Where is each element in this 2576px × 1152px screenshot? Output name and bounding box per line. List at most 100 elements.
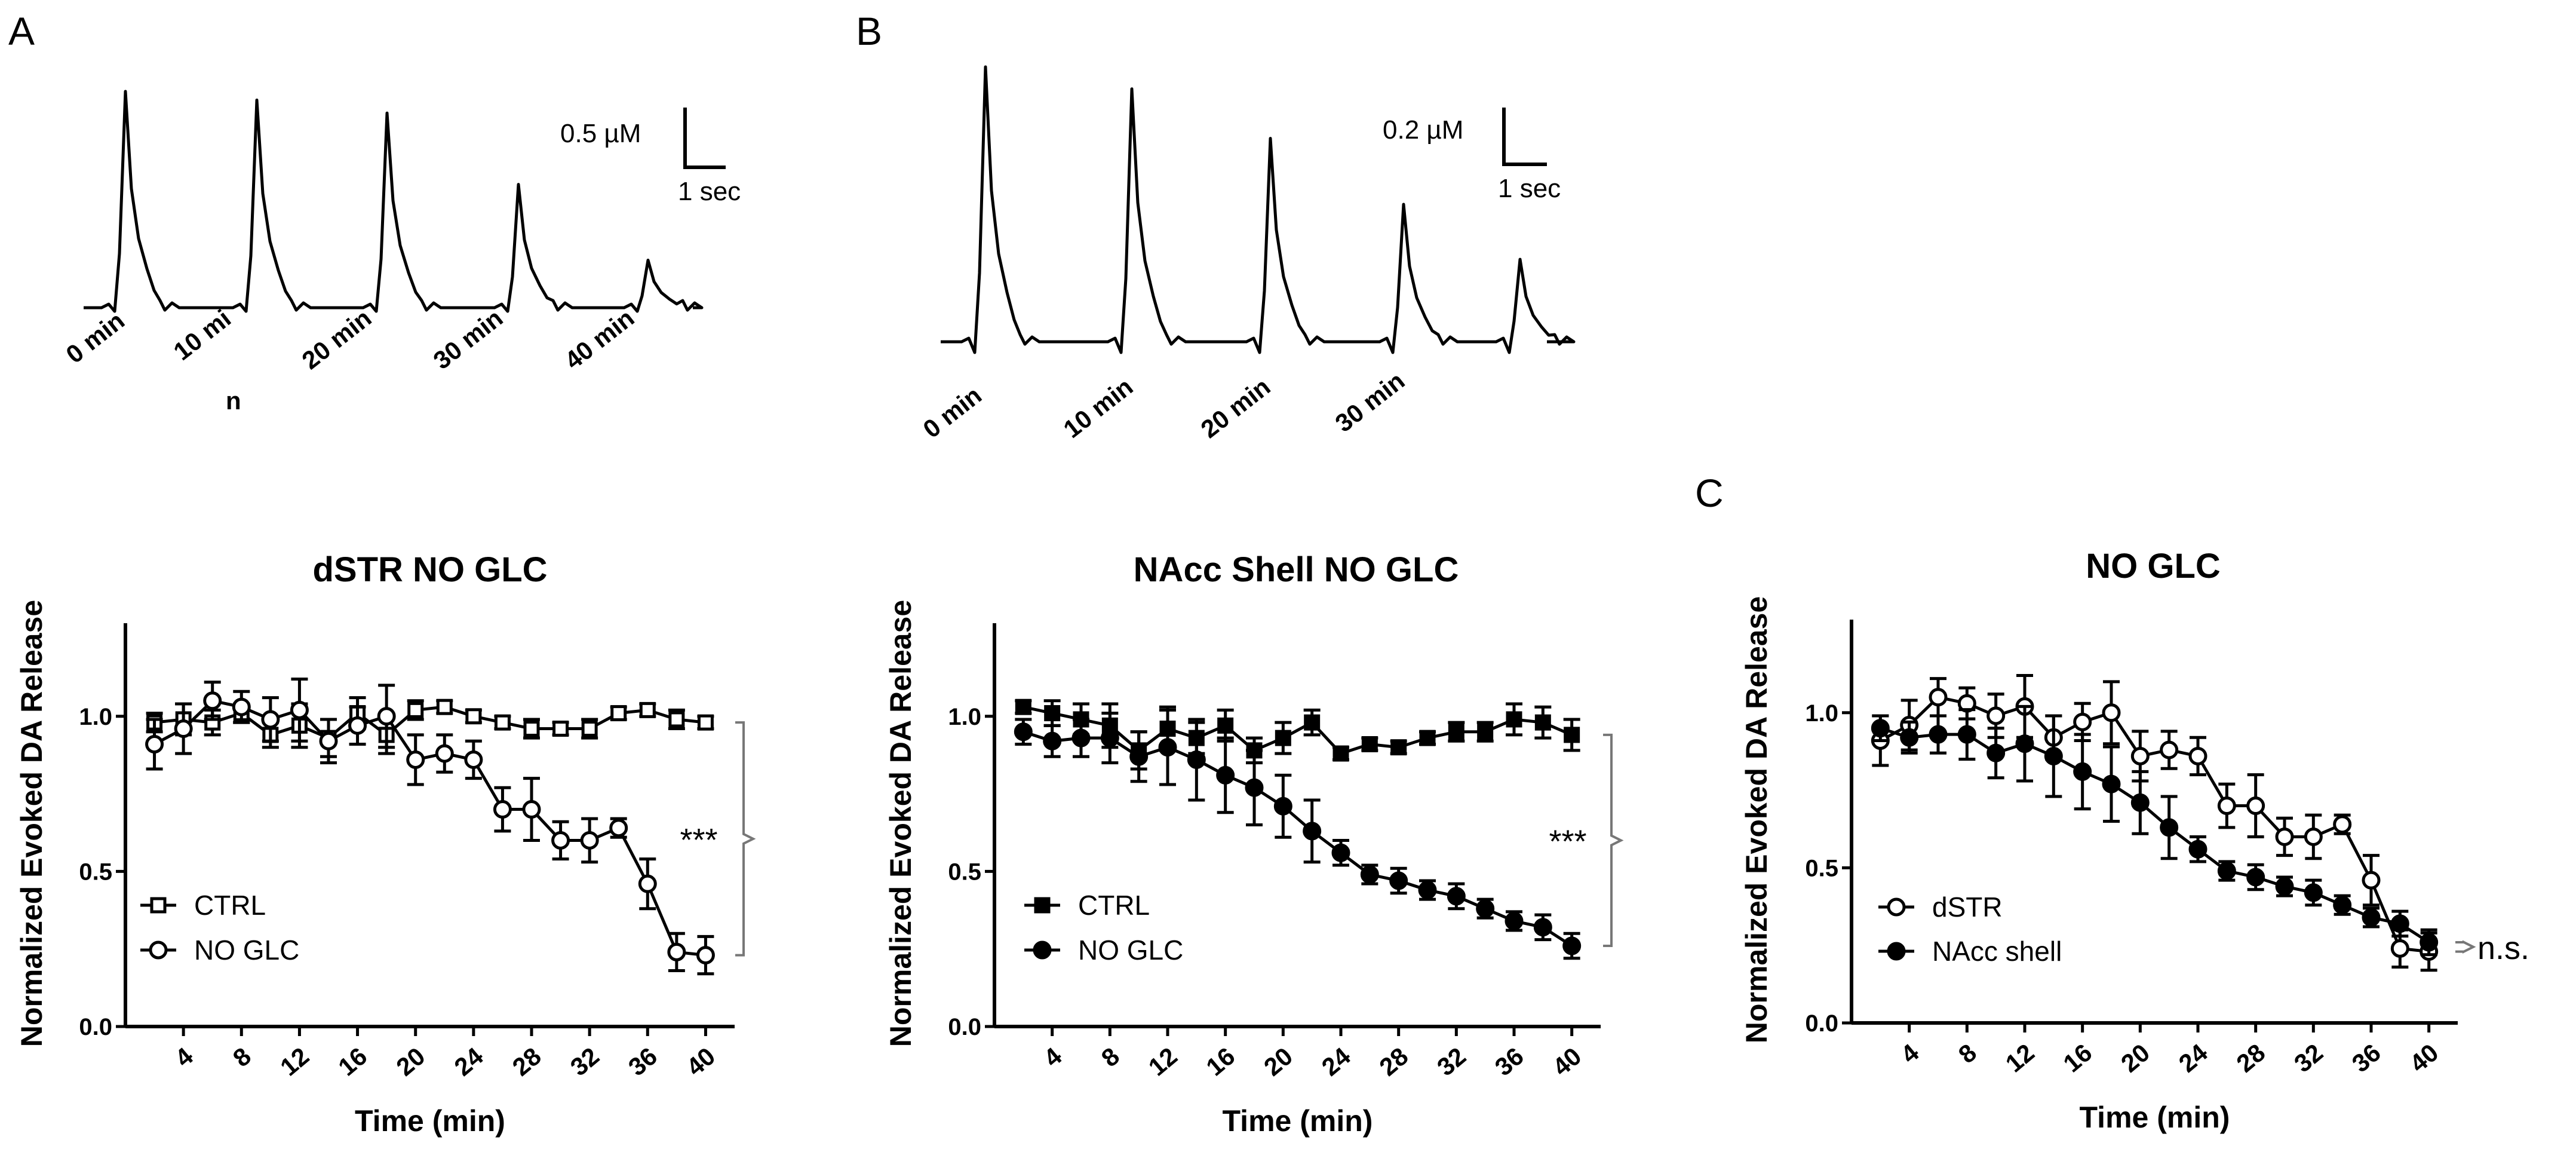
data-point bbox=[2390, 914, 2409, 933]
data-point bbox=[1564, 727, 1580, 743]
legend-label: NAcc shell bbox=[1932, 936, 2062, 967]
x-tick-label: 4 bbox=[1895, 1038, 1924, 1068]
data-point bbox=[523, 721, 540, 737]
data-point bbox=[1129, 747, 1149, 766]
data-point bbox=[465, 708, 482, 725]
series-nacc-shell bbox=[1871, 704, 2439, 957]
x-tick-label: 32 bbox=[2289, 1038, 2328, 1078]
legend-entry: CTRL bbox=[140, 890, 266, 921]
data-point bbox=[290, 700, 309, 719]
y-tick-label: 1.0 bbox=[948, 704, 981, 730]
data-point bbox=[1158, 738, 1177, 757]
significance-bracket bbox=[1603, 733, 1624, 947]
data-point bbox=[2217, 862, 2236, 881]
x-tick-label: 12 bbox=[1143, 1042, 1183, 1081]
data-point bbox=[1871, 719, 1890, 738]
y-axis-label: Normalized Evoked DA Release bbox=[15, 600, 48, 1047]
x-tick-label: 4 bbox=[170, 1041, 199, 1072]
legend-marker bbox=[1887, 897, 1906, 917]
data-point bbox=[522, 800, 541, 819]
scale-bar-b-lines bbox=[1502, 108, 1547, 166]
data-point bbox=[1987, 743, 2006, 762]
x-tick-label: 8 bbox=[1096, 1042, 1125, 1073]
data-point bbox=[2333, 815, 2352, 834]
x-tick-label: 20 bbox=[2116, 1038, 2155, 1078]
data-point bbox=[638, 874, 657, 893]
data-point bbox=[1390, 739, 1407, 756]
x-axis-label: Time (min) bbox=[355, 1104, 505, 1138]
scale-bar-b-amplitude: 0.2 µM bbox=[1383, 115, 1463, 145]
trace-b-line bbox=[941, 65, 1576, 354]
x-tick-label: 28 bbox=[1374, 1042, 1413, 1081]
y-tick-label: 0.5 bbox=[948, 859, 981, 885]
panel-letter-a: A bbox=[8, 9, 35, 53]
data-point bbox=[1447, 887, 1466, 906]
data-point bbox=[232, 697, 251, 716]
data-point bbox=[696, 946, 715, 965]
x-tick-label: 32 bbox=[1432, 1042, 1471, 1081]
series-dstr bbox=[1871, 673, 2439, 972]
legend-label: CTRL bbox=[194, 890, 266, 921]
data-point bbox=[2044, 746, 2063, 765]
data-point bbox=[261, 710, 280, 729]
data-point bbox=[1071, 728, 1091, 747]
data-point bbox=[697, 714, 714, 731]
data-point bbox=[2390, 939, 2409, 958]
x-tick-label: 36 bbox=[623, 1042, 662, 1081]
data-point bbox=[436, 698, 453, 715]
x-tick-label: 28 bbox=[507, 1042, 546, 1081]
data-point bbox=[1245, 778, 1264, 797]
data-point bbox=[494, 714, 511, 731]
scale-bar-a-amplitude: 0.5 µM bbox=[560, 119, 641, 148]
data-point bbox=[1043, 731, 1062, 750]
data-point bbox=[203, 691, 222, 710]
data-point bbox=[1957, 725, 1976, 744]
data-point bbox=[1505, 911, 1524, 930]
data-point bbox=[1419, 730, 1436, 746]
data-point bbox=[2130, 793, 2150, 812]
data-point bbox=[1562, 936, 1582, 955]
data-point bbox=[2362, 908, 2381, 927]
chart-dstr-no-glc: dSTR NO GLC 0.0 0.5 1.0 4 8 12 16 20 24 28 32 36 40 Ti… bbox=[15, 550, 756, 1138]
x-tick-label: 24 bbox=[449, 1041, 489, 1081]
significance-label: *** bbox=[680, 822, 717, 858]
data-point bbox=[1187, 750, 1206, 769]
trace-a-label-0: 0 min bbox=[61, 307, 130, 369]
legend-entry: NO GLC bbox=[140, 935, 299, 966]
data-point bbox=[1987, 706, 2006, 725]
trace-b-label-2: 20 min bbox=[1196, 372, 1276, 443]
data-point bbox=[2073, 762, 2092, 781]
x-tick-label: 12 bbox=[275, 1042, 314, 1081]
x-tick-label: 16 bbox=[2058, 1038, 2097, 1078]
data-point bbox=[2275, 827, 2294, 846]
data-point bbox=[1506, 711, 1522, 728]
legend-marker bbox=[150, 897, 167, 914]
trace-a-label-2: 20 min bbox=[297, 304, 377, 375]
legend-entry: NAcc shell bbox=[1878, 936, 2062, 967]
legend-marker bbox=[149, 940, 168, 960]
x-tick-label: 8 bbox=[1953, 1038, 1982, 1069]
data-point bbox=[1014, 722, 1033, 742]
data-point bbox=[2160, 818, 2179, 837]
data-point bbox=[1273, 796, 1292, 816]
legend-label: dSTR bbox=[1932, 891, 2003, 923]
legend-entry: CTRL bbox=[1024, 890, 1150, 921]
data-point bbox=[1360, 865, 1379, 884]
data-point bbox=[1217, 717, 1234, 734]
legend-label: NO GLC bbox=[194, 935, 299, 966]
trace-a-label-4: 40 min bbox=[560, 304, 640, 375]
data-point bbox=[2246, 796, 2265, 816]
data-point bbox=[1015, 698, 1031, 715]
y-tick-label: 0.0 bbox=[79, 1014, 112, 1040]
data-point bbox=[1361, 736, 1378, 752]
trace-b-label-0: 0 min bbox=[918, 381, 987, 444]
legend-entry: dSTR bbox=[1878, 891, 2003, 923]
y-tick-label: 0.5 bbox=[79, 859, 112, 885]
data-point bbox=[2246, 868, 2265, 887]
data-point bbox=[1900, 728, 1919, 747]
trace-b-label-1: 10 min bbox=[1058, 372, 1138, 443]
data-point bbox=[1418, 881, 1437, 900]
series-no-glc bbox=[1014, 708, 1582, 960]
trace-panel-b: 0.2 µM 1 sec 0 min 10 min 20 min 30 min bbox=[918, 65, 1576, 444]
